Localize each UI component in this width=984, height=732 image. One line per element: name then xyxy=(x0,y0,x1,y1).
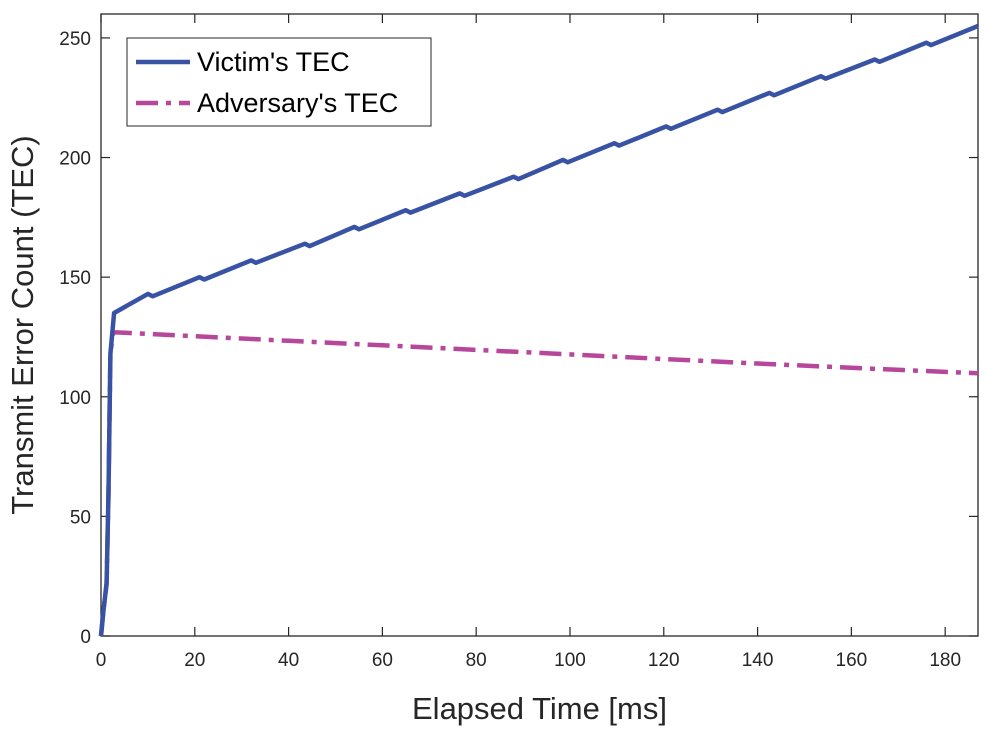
series-line-victim xyxy=(98,23,979,637)
x-tick-label: 160 xyxy=(836,650,868,671)
y-tick-label: 100 xyxy=(59,388,91,409)
legend-box xyxy=(126,37,432,127)
x-axis: 0 20 40 60 80 100 120 140 160 180 xyxy=(96,14,961,671)
x-tick-label: 80 xyxy=(466,650,487,671)
legend-label-victim: Victim's TEC xyxy=(197,47,350,77)
y-tick-label: 50 xyxy=(70,507,91,528)
y-tick-label: 250 xyxy=(59,29,91,50)
series-line-adversary xyxy=(98,329,979,637)
x-tick-label: 20 xyxy=(184,650,205,671)
x-tick-label: 40 xyxy=(278,650,299,671)
x-tick-label: 120 xyxy=(648,650,680,671)
x-tick-label: 140 xyxy=(742,650,774,671)
x-axis-title: Elapsed Time [ms] xyxy=(412,691,667,726)
y-tick-label: 150 xyxy=(59,268,91,289)
legend: Victim's TEC Adversary's TEC xyxy=(126,37,432,127)
x-tick-label: 180 xyxy=(929,650,961,671)
series-layer xyxy=(98,23,979,637)
legend-label-adversary: Adversary's TEC xyxy=(197,88,398,118)
x-tick-label: 60 xyxy=(372,650,393,671)
y-axis: 0 50 100 150 200 250 xyxy=(59,29,978,648)
y-axis-title: Transmit Error Count (TEC) xyxy=(5,135,40,515)
y-tick-label: 200 xyxy=(59,149,91,170)
x-tick-label: 100 xyxy=(554,650,586,671)
x-tick-label: 0 xyxy=(96,650,107,671)
y-tick-label: 0 xyxy=(80,627,91,648)
